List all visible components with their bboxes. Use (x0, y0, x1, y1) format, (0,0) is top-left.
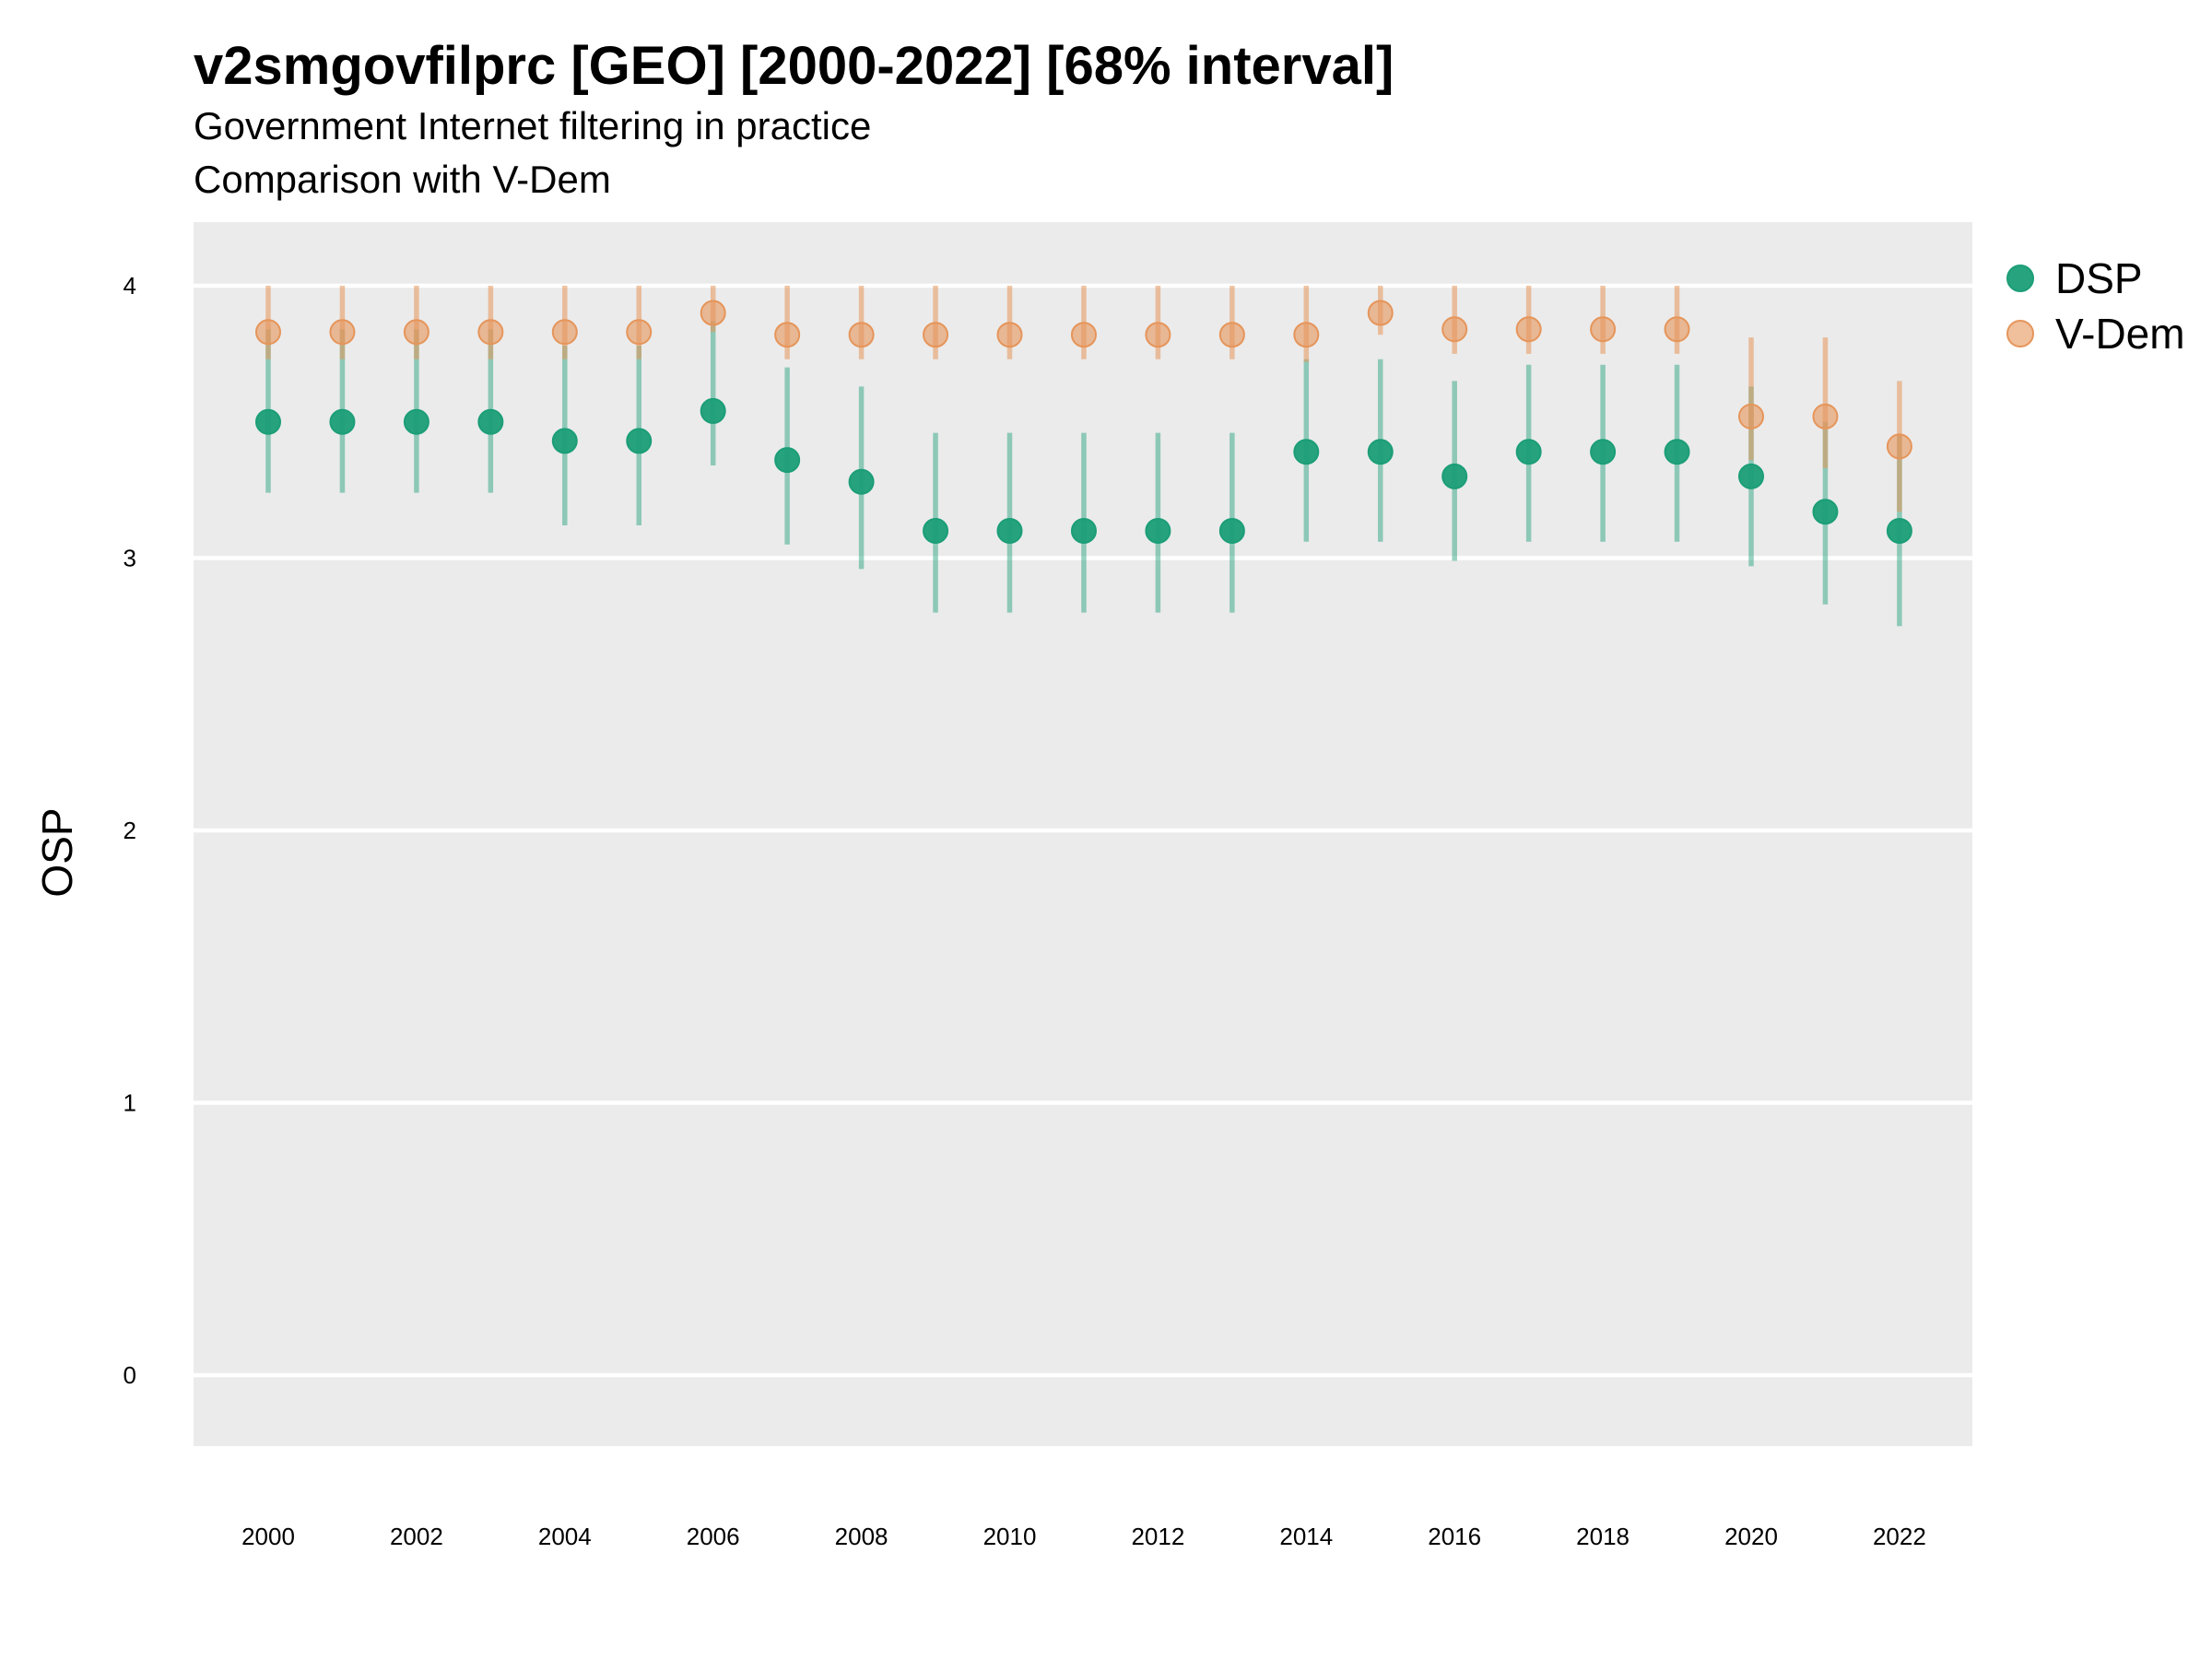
y-tick-label: 0 (124, 1361, 136, 1389)
v-dem-point (403, 319, 429, 346)
v-dem-point (1812, 403, 1839, 429)
dsp-point (1145, 517, 1171, 544)
chart-subtitle: Government Internet filtering in practic… (194, 104, 872, 147)
dsp-point (1812, 499, 1839, 525)
x-tick-label: 2022 (1873, 1523, 1926, 1550)
x-tick-label: 2020 (1724, 1523, 1778, 1550)
legend: DSP V-Dem (2006, 254, 2185, 358)
x-tick-label: 2006 (687, 1523, 740, 1550)
v-dem-point (700, 300, 726, 326)
dsp-point (403, 408, 429, 435)
dsp-point (477, 408, 504, 435)
dsp-point (1367, 439, 1394, 465)
y-tick-label: 4 (124, 272, 136, 300)
v-dem-point (1738, 403, 1764, 429)
v-dem-point (626, 319, 653, 346)
v-dem-point (1070, 322, 1097, 348)
v-dem-point (1664, 316, 1690, 343)
v-dem-point (923, 322, 949, 348)
v-dem-point (996, 322, 1023, 348)
v-dem-point (848, 322, 875, 348)
x-tick-label: 2014 (1279, 1523, 1333, 1550)
v-dem-point (1886, 433, 1912, 460)
x-tick-label: 2004 (538, 1523, 592, 1550)
dsp-point (1218, 517, 1245, 544)
chart-subtitle-comparison: Comparison with V-Dem (194, 158, 611, 201)
v-dem-point (1145, 322, 1171, 348)
dsp-point (1441, 463, 1468, 489)
dsp-point (1886, 517, 1912, 544)
x-tick-label: 2000 (241, 1523, 295, 1550)
legend-label-v-dem: V-Dem (2055, 310, 2185, 358)
y-axis-title: OSP (33, 807, 81, 897)
dsp-point (996, 517, 1023, 544)
v-dem-point (1367, 300, 1394, 326)
dsp-point (1590, 439, 1617, 465)
v-dem-point (1293, 322, 1320, 348)
data-marks (255, 286, 1912, 627)
dsp-point (329, 408, 356, 435)
series-dsp (255, 321, 1912, 627)
dsp-point (774, 447, 801, 474)
y-tick-label: 3 (124, 545, 136, 572)
dsp-point (551, 428, 578, 454)
legend-swatch-dsp (2006, 265, 2034, 292)
v-dem-point (329, 319, 356, 346)
dsp-point (848, 468, 875, 495)
dsp-point (626, 428, 653, 454)
legend-label-dsp: DSP (2055, 254, 2143, 302)
v-dem-point (1515, 316, 1542, 343)
dsp-point (1738, 463, 1764, 489)
legend-swatch-v-dem (2006, 320, 2034, 347)
dsp-point (1070, 517, 1097, 544)
v-dem-point (774, 322, 801, 348)
y-axis-ticks: 0 1 2 3 4 (124, 272, 136, 1389)
dsp-point (255, 408, 281, 435)
y-tick-label: 1 (124, 1089, 136, 1117)
series-v-dem (255, 286, 1912, 512)
dsp-point (1664, 439, 1690, 465)
dsp-point (700, 397, 726, 424)
dsp-point (923, 517, 949, 544)
x-tick-label: 2008 (835, 1523, 888, 1550)
chart-title: v2smgovfilprc [GEO] [2000-2022] [68% int… (194, 36, 1394, 96)
v-dem-point (255, 319, 281, 346)
x-tick-label: 2016 (1428, 1523, 1481, 1550)
v-dem-point (477, 319, 504, 346)
dsp-point (1515, 439, 1542, 465)
v-dem-point (551, 319, 578, 346)
x-tick-label: 2010 (983, 1523, 1037, 1550)
x-tick-label: 2018 (1576, 1523, 1630, 1550)
x-tick-label: 2002 (390, 1523, 443, 1550)
y-tick-label: 2 (124, 817, 136, 844)
v-dem-point (1218, 322, 1245, 348)
v-dem-point (1590, 316, 1617, 343)
plot-panel (194, 222, 1972, 1446)
x-tick-label: 2012 (1131, 1523, 1184, 1550)
v-dem-point (1441, 316, 1468, 343)
x-axis-ticks: 2000 2002 2004 2006 2008 2010 2012 2014 2016 2018… (241, 1523, 1926, 1550)
dsp-point (1293, 439, 1320, 465)
